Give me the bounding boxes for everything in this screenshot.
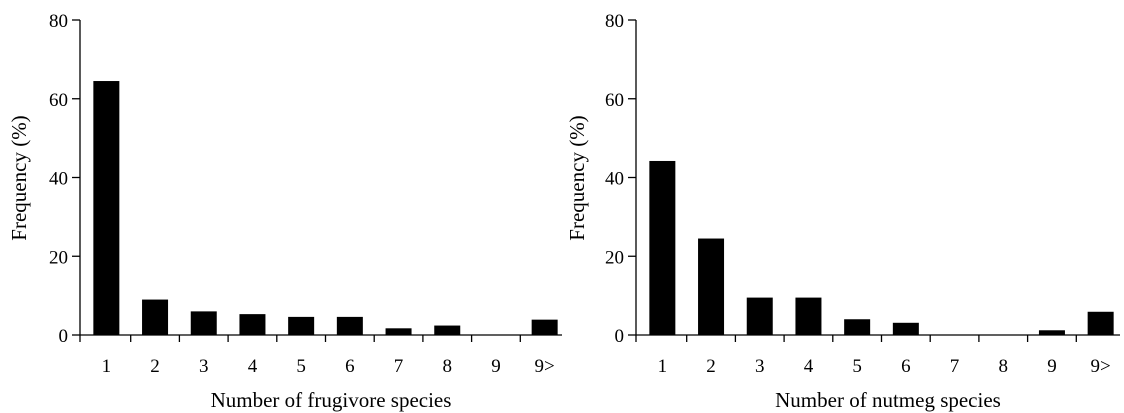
bar [698,238,725,335]
chart-panel-nutmeg: 0 20 40 60 80 1 2 3 4 5 6 7 8 9 9> Number of nutmeg spe… [565,11,1120,412]
x-axis-title: Number of frugivore species [211,388,452,412]
y-axis-title: Frequency (%) [565,115,589,240]
bar [142,299,169,335]
y-axis-title: Frequency (%) [7,115,31,240]
chart-panel-frugivore: 0 20 40 60 80 1 2 3 4 5 6 7 8 9 9> Number of frugivore … [7,11,562,412]
bar [844,319,871,335]
bar [746,297,773,335]
x-tick-label: 4 [248,356,258,377]
bar [795,297,822,335]
bar [336,316,363,335]
y-tick-label: 0 [615,326,625,347]
x-tick-label: 4 [804,356,814,377]
x-tick-label: 6 [901,356,911,377]
bar [239,314,266,335]
bar [1087,311,1114,335]
bar [1038,330,1065,335]
bar [892,322,919,335]
bar [531,319,558,335]
x-tick-label: 3 [199,356,209,377]
x-tick-label: 9> [1091,356,1111,377]
y-tick-label: 80 [49,11,68,32]
x-tick-label: 1 [658,356,668,377]
x-tick-label: 3 [755,356,765,377]
x-tick-label: 8 [443,356,453,377]
x-tick-label: 5 [852,356,862,377]
y-tick-label: 60 [605,90,624,111]
x-tick-label: 9 [491,356,501,377]
x-tick-label: 1 [102,356,112,377]
x-tick-label: 2 [706,356,716,377]
x-tick-label: 9 [1047,356,1057,377]
y-tick-label: 20 [49,247,68,268]
y-tick-label: 0 [59,326,69,347]
x-tick-label: 2 [150,356,160,377]
x-tick-label: 8 [999,356,1009,377]
y-tick-label: 40 [49,169,68,190]
y-tick-label: 20 [605,247,624,268]
bar [93,81,120,335]
x-tick-label: 7 [950,356,960,377]
x-tick-label: 5 [296,356,306,377]
y-tick-label: 80 [605,11,624,32]
bar [434,325,461,335]
x-axis-title: Number of nutmeg species [775,388,1001,412]
x-tick-label: 9> [535,356,555,377]
y-tick-label: 60 [49,90,68,111]
bar [649,160,676,335]
bar [385,328,412,335]
bar [288,316,315,335]
x-tick-label: 6 [345,356,355,377]
y-tick-label: 40 [605,169,624,190]
bar [190,311,217,335]
x-tick-label: 7 [394,356,404,377]
